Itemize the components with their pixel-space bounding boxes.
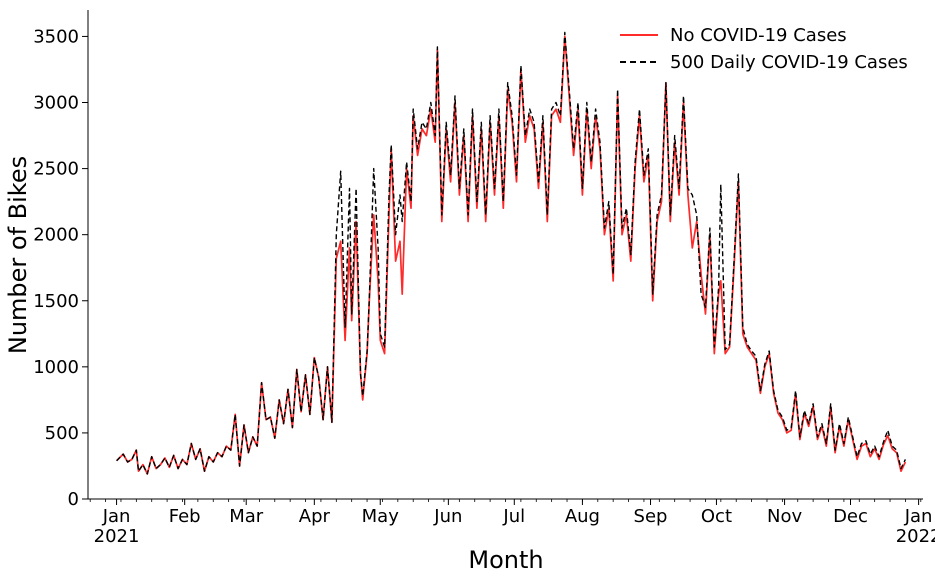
x-tick-year-label: 2021 xyxy=(94,526,140,547)
legend-label-no-covid: No COVID-19 Cases xyxy=(670,25,847,46)
x-tick-label: Jun xyxy=(433,506,462,527)
x-tick-label: Jan xyxy=(102,506,131,527)
x-tick-label: Sep xyxy=(634,506,668,527)
x-axis-title: Month xyxy=(468,546,543,574)
legend-label-500-cases: 500 Daily COVID-19 Cases xyxy=(670,52,908,73)
y-tick-label: 0 xyxy=(68,489,79,510)
legend: No COVID-19 Cases 500 Daily COVID-19 Cas… xyxy=(620,25,908,73)
y-tick-label: 2000 xyxy=(33,225,79,246)
y-tick-label: 3500 xyxy=(33,26,79,47)
y-tick-label: 1000 xyxy=(33,357,79,378)
plot-area xyxy=(115,31,907,475)
x-tick-label: Oct xyxy=(701,506,732,527)
y-tick-label: 2500 xyxy=(33,159,79,180)
x-tick-label: Nov xyxy=(767,506,802,527)
x-tick-label: May xyxy=(362,506,400,527)
series-line-no-covid xyxy=(115,35,907,475)
y-tick-label: 500 xyxy=(45,423,79,444)
x-tick-label: Jul xyxy=(502,506,525,527)
x-tick-label: Mar xyxy=(229,506,264,527)
y-tick-label: 1500 xyxy=(33,291,79,312)
series-line-500-cases xyxy=(116,31,907,475)
y-tick-label: 3000 xyxy=(33,93,79,114)
y-axis: 0 500 1000 1500 2000 2500 3000 3500 xyxy=(33,10,89,510)
y-axis-title: Number of Bikes xyxy=(4,156,32,354)
x-tick-label: Aug xyxy=(565,506,600,527)
x-tick-label: Feb xyxy=(169,506,201,527)
x-tick-year-label: 2022 xyxy=(896,526,935,547)
x-tick-label: Jan xyxy=(904,506,933,527)
x-tick-label: Dec xyxy=(833,506,868,527)
x-tick-label: Apr xyxy=(299,506,331,527)
